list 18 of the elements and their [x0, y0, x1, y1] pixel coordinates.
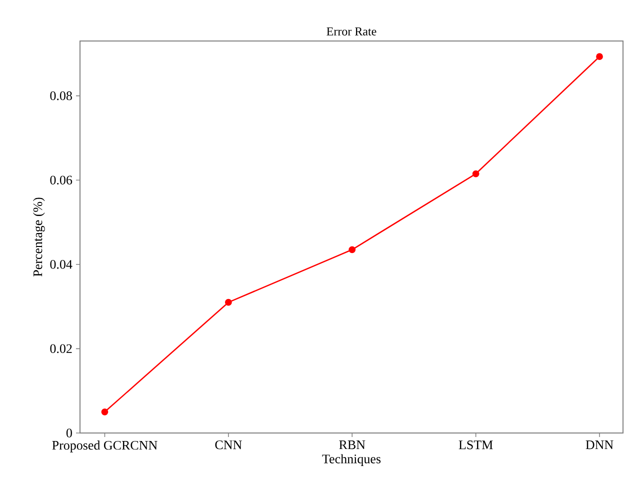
x-tick-label: LSTM: [458, 440, 493, 450]
y-tick-label: 0.06: [50, 176, 72, 185]
point: [224, 298, 232, 306]
y-axis-title: Percentage (%): [33, 198, 45, 277]
y-tick-label: 0.08: [50, 91, 72, 100]
y-tick-label: 0: [66, 428, 72, 438]
x-tick-label: CNN: [215, 440, 242, 450]
chart-title: Error Rate: [326, 27, 376, 36]
x-tick-label: Proposed GCRCNN: [52, 440, 158, 452]
x-tick-label: RBN: [339, 440, 366, 450]
y-tick-label: 0.04: [50, 260, 72, 269]
point: [596, 53, 603, 60]
y-tick-label: 0.02: [50, 344, 72, 354]
point: [101, 408, 108, 416]
x-axis-title: Techniques: [322, 454, 381, 466]
point: [472, 170, 480, 178]
point: [348, 246, 356, 254]
x-tick-label: DNN: [586, 440, 614, 450]
